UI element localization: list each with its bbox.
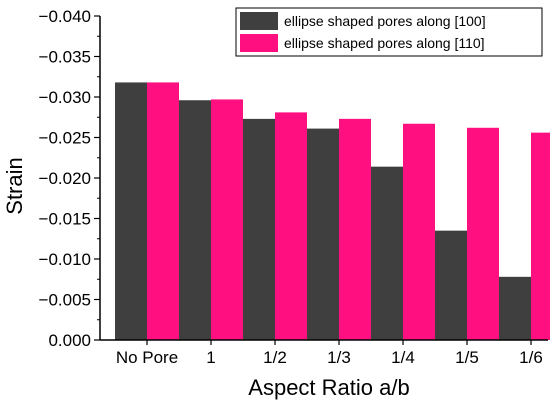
y-axis-title: Strain	[2, 157, 27, 214]
legend: ellipse shaped pores along [100] ellipse …	[235, 7, 543, 57]
legend-label: ellipse shaped pores along [110]	[284, 35, 485, 51]
bar-100-4	[371, 166, 403, 340]
y-ticks-group: 0.000 −0.005 −0.010 −0.015 −0.020 −0.025 −0.03…	[39, 7, 100, 350]
y-tick-label: −0.005	[39, 291, 91, 310]
x-tick-label: 1/4	[391, 348, 415, 367]
y-tick-label: −0.015	[39, 210, 91, 229]
bar-100-1	[179, 100, 211, 341]
x-tick-label: 1/5	[455, 348, 479, 367]
x-axis-title: Aspect Ratio a/b	[248, 375, 409, 400]
bar-100-5	[435, 230, 467, 340]
bar-100-0	[115, 82, 147, 341]
legend-swatch	[240, 34, 278, 52]
y-tick-label: −0.030	[39, 88, 91, 107]
bar-100-6	[499, 276, 531, 340]
y-tick-label: −0.020	[39, 169, 91, 188]
bar-100-3	[307, 128, 339, 340]
bar-110-2	[275, 112, 307, 340]
bars-group	[115, 82, 550, 341]
bar-110-4	[403, 123, 435, 340]
y-tick-label: −0.035	[39, 48, 91, 67]
x-tick-label: 1	[206, 348, 215, 367]
legend-box	[235, 7, 543, 57]
bar-110-6	[531, 132, 550, 340]
legend-swatch	[240, 12, 278, 30]
x-tick-label: No Pore	[116, 348, 178, 367]
bar-110-5	[467, 127, 499, 340]
y-tick-label: −0.025	[39, 129, 91, 148]
bar-110-1	[211, 99, 243, 341]
y-tick-label: −0.040	[39, 7, 91, 26]
bar-110-0	[147, 82, 179, 341]
x-ticks-group: No Pore 1 1/2 1/3 1/4 1/5 1/6	[116, 340, 543, 367]
x-tick-label: 1/3	[327, 348, 351, 367]
y-tick-label: −0.010	[39, 250, 91, 269]
bar-100-2	[243, 118, 275, 341]
x-tick-label: 1/2	[263, 348, 287, 367]
bar-110-3	[339, 118, 371, 341]
x-tick-label: 1/6	[519, 348, 543, 367]
y-tick-label: 0.000	[48, 331, 91, 350]
legend-label: ellipse shaped pores along [100]	[284, 13, 486, 29]
